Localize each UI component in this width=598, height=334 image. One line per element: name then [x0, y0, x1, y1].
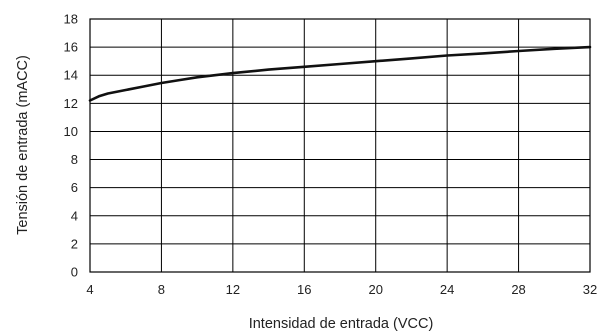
y-tick-label: 12	[64, 96, 78, 111]
grid-lines	[89, 18, 591, 273]
y-tick-label: 10	[64, 124, 78, 139]
series-group	[88, 45, 592, 102]
y-axis-title: Tensión de entrada (mACC)	[15, 55, 31, 235]
x-tick-label: 12	[226, 282, 240, 297]
y-tick-label: 4	[71, 208, 78, 223]
x-tick-label: 16	[297, 282, 311, 297]
x-tick-label: 32	[583, 282, 597, 297]
y-tick-label: 8	[71, 152, 78, 167]
x-tick-label: 24	[440, 282, 454, 297]
y-tick-label: 16	[64, 40, 78, 55]
plot-frame	[89, 18, 591, 273]
x-tick-label: 4	[86, 282, 93, 297]
y-tick-label: 6	[71, 180, 78, 195]
y-tick-label: 0	[71, 265, 78, 280]
y-axis-ticks: 0 2 4 6 8 10 12 14 16 18	[64, 12, 78, 280]
x-axis-title: Intensidad de entrada (VCC)	[249, 316, 434, 332]
x-tick-label: 28	[511, 282, 525, 297]
y-tick-label: 2	[71, 236, 78, 251]
y-tick-label: 18	[64, 12, 78, 27]
x-axis-ticks: 4 8 12 16 20 24 28 32	[86, 282, 597, 297]
x-tick-label: 8	[158, 282, 165, 297]
series-line	[88, 45, 592, 102]
x-tick-label: 20	[368, 282, 382, 297]
y-tick-label: 14	[64, 68, 78, 83]
